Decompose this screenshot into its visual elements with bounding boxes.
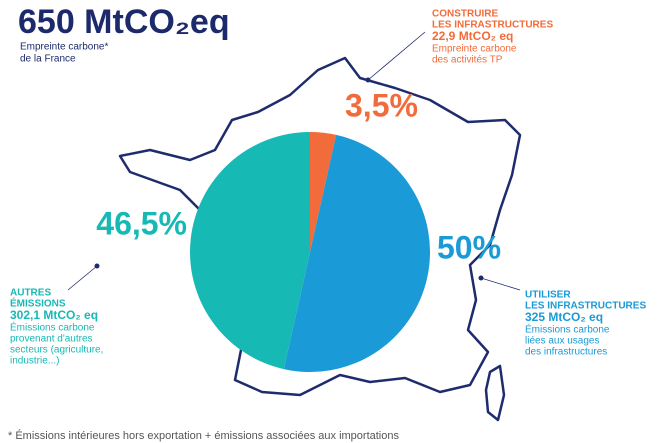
annotation-note: des activités TP	[432, 55, 503, 66]
annotation-title: LES INFRASTRUCTURES	[432, 20, 553, 31]
corsica-outline	[484, 364, 506, 422]
leader-line	[367, 31, 426, 81]
percent-label: 46,5%	[96, 205, 187, 241]
annotation-title: LES INFRASTRUCTURES	[525, 301, 646, 312]
annotation-note: Empreinte carbone	[432, 44, 517, 55]
leader-dot	[94, 263, 100, 269]
leader-dot	[478, 275, 484, 281]
percent-label: 50%	[437, 229, 501, 265]
leader-line	[67, 265, 98, 291]
pie-slice	[310, 132, 337, 252]
annotation-note: secteurs (agriculture,	[10, 345, 103, 356]
annotation-note: Émissions carbone	[10, 321, 95, 334]
annotation-amount: 302,1 MtCO₂ eq	[10, 308, 98, 322]
subtitle: de la France	[20, 54, 76, 65]
annotation-amount: 22,9 MtCO₂ eq	[432, 29, 513, 43]
leader-dot	[365, 77, 371, 83]
annotation-note: Émissions carbone	[525, 323, 610, 336]
annotation-note: liées aux usages	[525, 336, 600, 347]
annotation-note: des infrastructures	[525, 347, 607, 358]
annotation-note: industrie...)	[10, 356, 59, 367]
france-outline	[118, 56, 522, 397]
annotation-title: UTILISER	[525, 290, 571, 301]
annotation-title: AUTRES	[10, 288, 51, 299]
pie-slice	[283, 134, 431, 373]
annotation-title: CONSTRUIRE	[432, 9, 498, 20]
annotation-note: provenant d'autres	[10, 334, 93, 345]
footnote: * Émissions intérieures hors exportation…	[8, 429, 399, 442]
title: 650 MtCO₂eq	[18, 3, 230, 41]
annotation-title: ÉMISSIONS	[10, 297, 66, 310]
annotation-amount: 325 MtCO₂ eq	[525, 310, 603, 324]
leader-line	[480, 277, 521, 291]
percent-label: 3,5%	[345, 87, 418, 123]
pie-slice	[189, 132, 310, 370]
subtitle: Empreinte carbone*	[20, 42, 108, 53]
